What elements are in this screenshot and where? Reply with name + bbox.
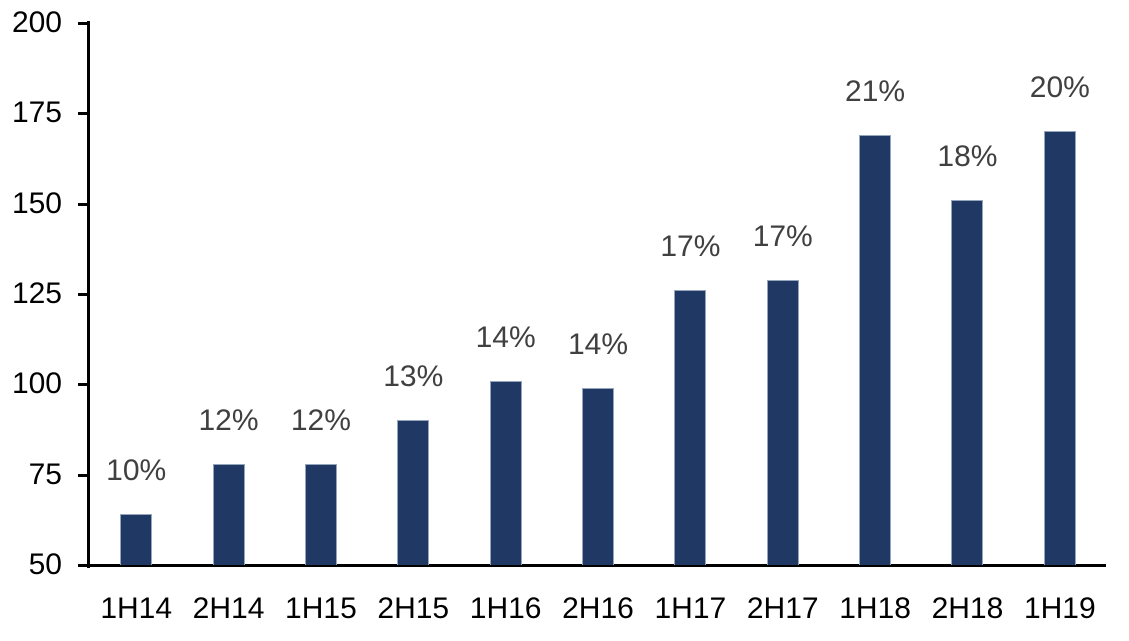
y-axis-tick-label: 100 bbox=[11, 367, 62, 401]
bar-1H18 bbox=[859, 135, 892, 565]
bar-value-label: 10% bbox=[106, 454, 167, 488]
x-axis-tick-label: 2H18 bbox=[931, 592, 1004, 625]
x-axis-tick-label: 1H18 bbox=[839, 592, 911, 625]
y-axis-tick-label: 125 bbox=[11, 277, 62, 310]
y-axis-tick-label: 200 bbox=[11, 6, 62, 39]
bar-1H17 bbox=[674, 290, 707, 565]
bar-2H18 bbox=[951, 200, 984, 565]
bar-value-label: 13% bbox=[383, 360, 444, 394]
x-axis-tick-label: 2H16 bbox=[562, 592, 634, 625]
bar-value-label: 17% bbox=[752, 219, 813, 253]
x-axis-tick-label: 1H14 bbox=[100, 592, 173, 625]
y-axis-tick-label: 175 bbox=[11, 96, 62, 130]
y-axis-tick-label: 50 bbox=[28, 548, 62, 581]
y-axis-tick-mark bbox=[78, 202, 90, 206]
bar-2H16 bbox=[582, 387, 614, 565]
x-axis-tick-label: 2H14 bbox=[192, 592, 265, 625]
bar-2H17 bbox=[766, 279, 799, 565]
y-axis-tick-label: 150 bbox=[11, 186, 62, 220]
y-axis-line bbox=[87, 21, 90, 568]
bar-1H15 bbox=[304, 463, 337, 565]
x-axis-tick-label: 2H17 bbox=[746, 592, 819, 625]
bar-2H14 bbox=[212, 463, 245, 565]
bar-value-label: 14% bbox=[475, 320, 536, 354]
y-axis-tick-mark bbox=[78, 22, 90, 25]
x-axis-tick-label: 1H19 bbox=[1023, 592, 1096, 625]
y-axis-tick-mark bbox=[78, 473, 90, 477]
bar-value-label: 20% bbox=[1029, 71, 1090, 105]
y-axis-tick-mark bbox=[78, 383, 90, 387]
bar-value-label: 12% bbox=[290, 403, 351, 437]
x-axis-tick-label: 1H15 bbox=[285, 592, 357, 625]
bar-1H14 bbox=[120, 514, 153, 565]
x-axis-tick-label: 1H17 bbox=[654, 592, 727, 625]
y-axis-tick-mark bbox=[78, 293, 90, 296]
y-axis-tick-mark bbox=[78, 112, 90, 116]
x-axis-tick-label: 1H16 bbox=[469, 592, 542, 625]
x-axis-tick-label: 2H15 bbox=[377, 592, 450, 625]
x-axis-line bbox=[80, 564, 1106, 567]
y-axis-tick-label: 75 bbox=[28, 457, 62, 491]
bar-2H15 bbox=[397, 420, 430, 565]
bar-value-label: 17% bbox=[660, 230, 721, 264]
bar-1H19 bbox=[1043, 131, 1076, 565]
bar-value-label: 12% bbox=[198, 403, 259, 437]
bar-value-label: 18% bbox=[937, 140, 998, 174]
bar-value-label: 21% bbox=[845, 75, 906, 108]
bar-1H16 bbox=[489, 380, 522, 565]
bar-value-label: 14% bbox=[567, 327, 629, 361]
